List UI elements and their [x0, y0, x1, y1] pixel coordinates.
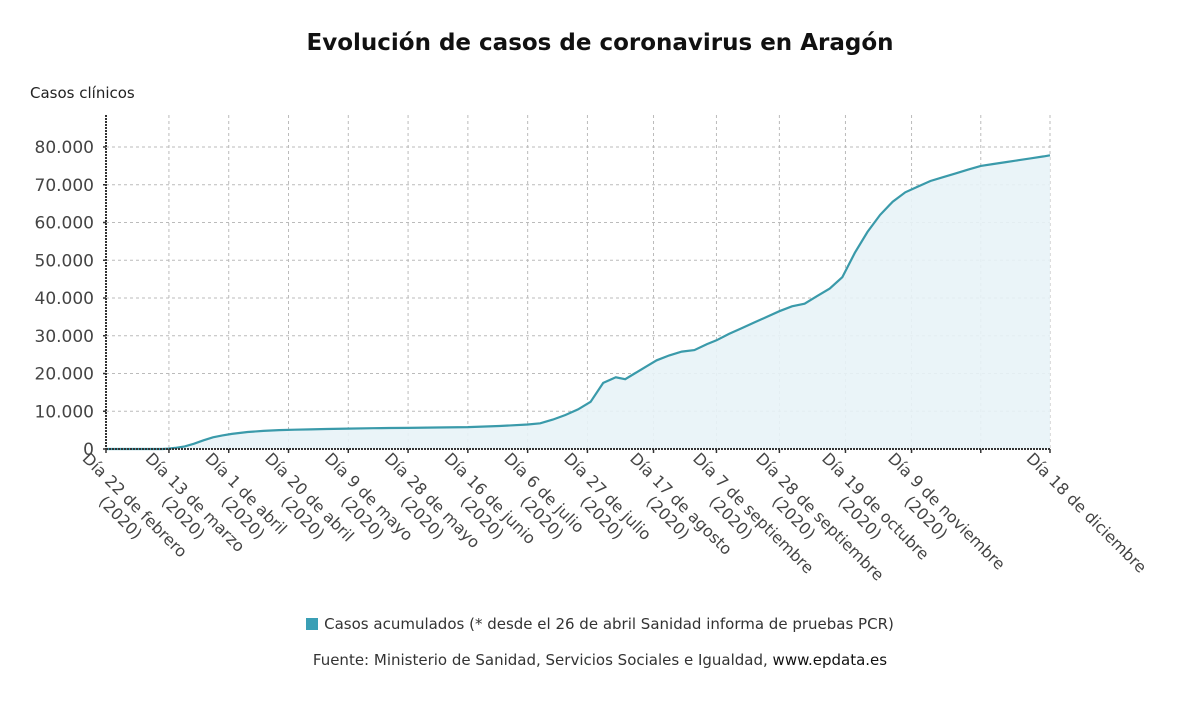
x-tick-label: Día 18 de diciembre: [1023, 449, 1151, 577]
series-line: [106, 154, 1051, 451]
y-tick-label: 30.000: [35, 327, 94, 347]
legend-swatch: [306, 618, 319, 630]
y-tick-label: 80.000: [35, 138, 94, 158]
legend[interactable]: Casos acumulados (* desde el 26 de abril…: [0, 615, 1200, 633]
y-tick-label: 10.000: [35, 402, 94, 422]
x-tick-label-line1: Día 18 de diciembre: [1023, 449, 1151, 577]
y-tick-label: 50.000: [35, 251, 94, 271]
y-tick-label: 40.000: [35, 289, 94, 309]
legend-label: Casos acumulados (* desde el 26 de abril…: [324, 615, 894, 633]
x-tick-labels: Día 22 de febrero(2020)Día 13 de marzo(2…: [79, 449, 1151, 585]
y-tick-label: 70.000: [35, 176, 94, 196]
y-tick-label: 60.000: [35, 214, 94, 234]
source-note: Fuente: Ministerio de Sanidad, Servicios…: [0, 651, 1200, 669]
x-tick-label-line1: Día 9 de noviembre: [884, 449, 1009, 574]
source-link[interactable]: www.epdata.es: [772, 651, 888, 669]
chart-title: Evolución de casos de coronavirus en Ara…: [306, 30, 894, 56]
y-tick-label: 0: [83, 440, 94, 460]
y-tick-label: 20.000: [35, 365, 94, 385]
series-area: [106, 155, 1050, 450]
y-tick-labels: 0 10.000 20.000 30.000 40.000 50.000 60.000 70.…: [35, 138, 106, 460]
source-text: Fuente: Ministerio de Sanidad, Servicios…: [312, 651, 773, 669]
y-axis-label: Casos clínicos: [30, 84, 135, 102]
